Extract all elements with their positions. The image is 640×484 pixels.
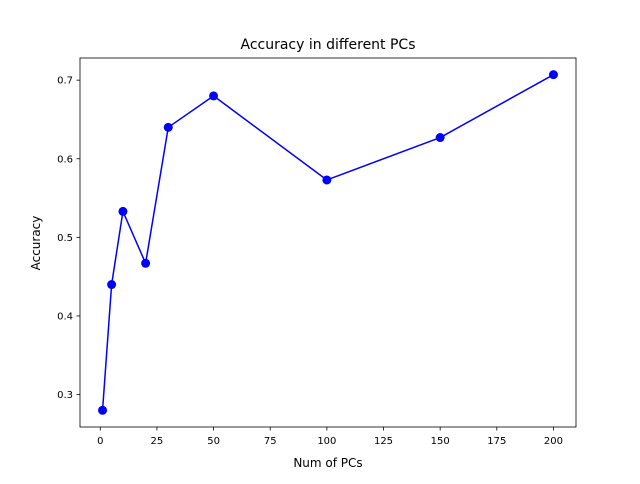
- data-point: [98, 405, 108, 415]
- x-tick-label: 0: [97, 436, 103, 447]
- x-tick-label: 100: [317, 436, 336, 447]
- data-point: [118, 206, 128, 216]
- y-axis-label: Accuracy: [29, 216, 43, 271]
- chart-title: Accuracy in different PCs: [241, 37, 416, 53]
- y-tick-label: 0.3: [57, 390, 73, 401]
- data-point: [141, 258, 151, 268]
- x-tick-label: 125: [374, 436, 393, 447]
- data-point: [435, 133, 445, 143]
- x-tick-label: 175: [487, 436, 506, 447]
- data-point: [322, 175, 332, 185]
- y-tick-label: 0.6: [57, 154, 73, 165]
- data-point: [107, 280, 117, 290]
- data-point: [163, 122, 173, 132]
- x-tick-label: 50: [207, 436, 220, 447]
- data-point: [209, 91, 219, 101]
- plot-frame: [79, 57, 577, 428]
- y-tick-label: 0.4: [57, 311, 73, 322]
- plot-area: 0 25 50 75 100 125 150 175 200 0.3 0.4 0.5 0.6 0.7: [57, 57, 577, 447]
- y-tick-label: 0.7: [57, 76, 73, 87]
- x-tick-label: 200: [544, 436, 563, 447]
- x-tick-label: 25: [151, 436, 164, 447]
- data-point: [548, 70, 558, 80]
- x-axis-label: Num of PCs: [293, 456, 362, 470]
- x-tick-label: 75: [264, 436, 277, 447]
- x-tick-label: 150: [431, 436, 450, 447]
- y-tick-label: 0.5: [57, 233, 73, 244]
